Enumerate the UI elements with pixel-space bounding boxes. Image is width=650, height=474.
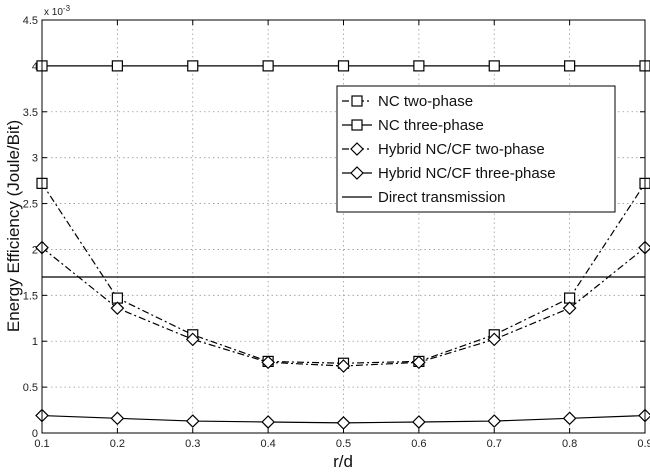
x-tick-label: 0.3: [185, 438, 200, 450]
legend-entry: NC three-phase: [342, 117, 484, 134]
y-axis-label: Energy Efficiency (Joule/Bit): [4, 120, 23, 332]
y-tick-label: 4.5: [23, 15, 38, 27]
data-point: [262, 60, 274, 72]
x-tick-label: 0.1: [34, 438, 49, 450]
y-tick-label: 0: [32, 428, 38, 440]
legend-label: Hybrid NC/CF three-phase: [378, 165, 556, 182]
y-tick-label: 0.5: [23, 382, 38, 394]
legend: NC two-phase NC three-phase Hybrid NC/CF t…: [336, 85, 616, 213]
series-layer: [35, 60, 650, 430]
data-point: [487, 414, 502, 428]
series-nc-three-phase: [36, 60, 650, 72]
data-point: [261, 415, 275, 429]
legend-label: NC three-phase: [378, 117, 484, 134]
legend-entry: Direct transmission: [342, 189, 506, 206]
data-point: [412, 415, 426, 429]
y-tick-label: 2: [32, 244, 38, 256]
data-point: [110, 411, 125, 426]
x-tick-label: 0.8: [562, 438, 577, 450]
x-tick-label: 0.9: [637, 438, 650, 450]
x-tick-label: 0.6: [411, 438, 426, 450]
plot-frame: [41, 19, 646, 434]
y-tick-label: 4: [32, 61, 38, 73]
legend-marker: [350, 166, 364, 180]
data-point: [187, 60, 199, 72]
data-point: [185, 332, 200, 347]
x-tick-label: 0.5: [336, 438, 351, 450]
data-point: [488, 60, 500, 72]
data-point: [413, 60, 425, 72]
legend-entry: Hybrid NC/CF two-phase: [342, 141, 545, 158]
data-point: [336, 359, 351, 373]
data-point: [336, 416, 351, 430]
data-point: [261, 355, 275, 370]
data-point: [185, 414, 200, 428]
legend-label: Direct transmission: [378, 189, 506, 206]
data-point: [337, 60, 350, 72]
data-point: [487, 332, 502, 347]
legend-box: [336, 85, 616, 213]
legend-entry: Hybrid NC/CF three-phase: [342, 165, 556, 182]
series-hybrid-nc-cf-two-phase: [35, 240, 650, 373]
data-point: [564, 60, 576, 72]
data-point: [562, 411, 577, 426]
data-point: [111, 60, 123, 72]
y-tick-label: 2.5: [23, 199, 38, 211]
y-exponent-label: x 10-3: [44, 4, 71, 18]
legend-marker: [351, 95, 363, 107]
legend-label: Hybrid NC/CF two-phase: [378, 141, 545, 158]
y-tick-label: 3: [32, 153, 38, 165]
y-tick-label: 1: [32, 336, 38, 348]
x-tick-label: 0.7: [487, 438, 502, 450]
legend-marker: [351, 119, 363, 131]
legend-entry: NC two-phase: [342, 93, 473, 110]
x-tick-label: 0.2: [110, 438, 125, 450]
y-tick-label: 3.5: [23, 107, 38, 119]
data-point: [412, 355, 426, 370]
y-tick-label: 1.5: [23, 290, 38, 302]
data-point: [562, 301, 577, 316]
x-tick-label: 0.4: [260, 438, 275, 450]
data-point: [110, 301, 125, 316]
x-axis-label: r/d: [333, 452, 353, 471]
legend-label: NC two-phase: [378, 93, 473, 110]
legend-marker: [350, 142, 364, 156]
